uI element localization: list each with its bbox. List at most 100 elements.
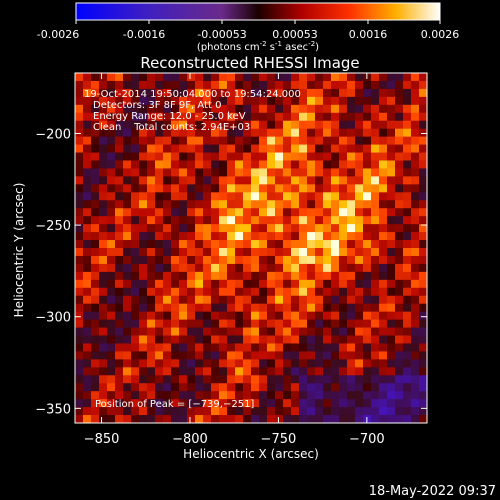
heatmap-cell <box>123 128 132 138</box>
heatmap-cell <box>275 287 284 297</box>
heatmap-cell <box>395 255 404 265</box>
heatmap-cell <box>227 359 236 368</box>
heatmap-cell <box>131 335 140 345</box>
heatmap-cell <box>123 407 132 416</box>
heatmap-cell <box>259 216 268 225</box>
heatmap-cell <box>83 120 92 130</box>
heatmap-cell <box>91 176 100 185</box>
heatmap-cell <box>387 216 396 225</box>
heatmap-cell <box>235 335 244 345</box>
heatmap-cell <box>155 263 164 273</box>
heatmap-cell <box>131 287 140 297</box>
heatmap-cell <box>211 240 220 249</box>
heatmap-cell <box>99 367 108 376</box>
heatmap-cell <box>355 208 364 217</box>
heatmap-cell <box>411 128 420 138</box>
heatmap-cell <box>363 327 372 337</box>
heatmap-cell <box>371 240 380 249</box>
heatmap-cell <box>419 144 427 154</box>
heatmap-cell <box>419 367 427 376</box>
heatmap-cell <box>299 208 308 217</box>
heatmap-cell <box>411 407 420 416</box>
heatmap-cell <box>347 152 356 162</box>
heatmap-cell <box>275 160 284 170</box>
y-tick-label: −250 <box>35 219 71 234</box>
heatmap-cell <box>195 391 204 400</box>
heatmap-cell <box>147 184 156 193</box>
heatmap-cell <box>363 200 372 209</box>
heatmap-cell <box>259 391 268 400</box>
heatmap-cell <box>307 200 316 209</box>
heatmap-cell <box>211 375 220 384</box>
heatmap-cell <box>339 375 348 384</box>
heatmap-cell <box>123 240 132 249</box>
heatmap-cell <box>83 232 92 241</box>
heatmap-cell <box>403 351 412 360</box>
heatmap-cell <box>299 160 308 170</box>
heatmap-cell <box>195 248 204 257</box>
heatmap-cell <box>411 255 420 265</box>
heatmap-cell <box>267 168 276 178</box>
heatmap-cell <box>147 303 156 313</box>
heatmap-cell <box>171 311 180 321</box>
heatmap-cell <box>163 120 172 130</box>
heatmap-cell <box>155 279 164 289</box>
heatmap-cell <box>307 184 316 193</box>
heatmap-cell <box>331 359 340 368</box>
heatmap-cell <box>395 303 404 313</box>
heatmap-cell <box>387 415 396 423</box>
heatmap-cell <box>211 263 220 273</box>
heatmap-cell <box>291 271 300 281</box>
heatmap-cell <box>275 80 284 90</box>
heatmap-cell <box>139 168 148 178</box>
heatmap-cell <box>243 343 252 353</box>
heatmap-cell <box>379 351 388 360</box>
heatmap-cell <box>251 136 260 146</box>
heatmap-cell <box>139 399 148 408</box>
heatmap-cell <box>203 160 212 170</box>
heatmap-cell <box>419 176 427 185</box>
heatmap-cell <box>227 208 236 217</box>
heatmap-cell <box>187 415 196 423</box>
heatmap-cell <box>227 128 236 138</box>
heatmap-cell <box>411 383 420 392</box>
heatmap-cell <box>227 104 236 114</box>
heatmap-cell <box>203 88 212 98</box>
colorbar-tick-label: 0.0026 <box>421 28 460 41</box>
heatmap-cell <box>227 279 236 289</box>
heatmap-cell <box>139 208 148 217</box>
heatmap-cell <box>395 136 404 146</box>
heatmap-cell <box>387 399 396 408</box>
heatmap-cell <box>395 367 404 376</box>
heatmap-cell <box>163 383 172 392</box>
heatmap-cell <box>419 391 427 400</box>
heatmap-cell <box>211 104 220 114</box>
heatmap-cell <box>419 351 427 360</box>
heatmap-cell <box>243 279 252 289</box>
heatmap-cell <box>299 359 308 368</box>
heatmap-cell <box>203 311 212 321</box>
heatmap-cell <box>195 200 204 209</box>
heatmap-cell <box>371 359 380 368</box>
heatmap-cell <box>115 287 124 297</box>
heatmap-cell <box>331 271 340 281</box>
heatmap-cell <box>91 263 100 273</box>
heatmap-cell <box>163 263 172 273</box>
heatmap-cell <box>123 319 132 329</box>
heatmap-cell <box>363 224 372 233</box>
heatmap-cell <box>243 375 252 384</box>
heatmap-cell <box>355 311 364 321</box>
heatmap-cell <box>235 192 244 201</box>
heatmap-cell <box>123 232 132 241</box>
heatmap-cell <box>411 375 420 384</box>
heatmap-cell <box>187 279 196 289</box>
heatmap-cell <box>211 335 220 345</box>
heatmap-cell <box>139 391 148 400</box>
heatmap-cell <box>307 224 316 233</box>
heatmap-cell <box>155 319 164 329</box>
heatmap-cell <box>147 351 156 360</box>
heatmap-cell <box>411 192 420 201</box>
heatmap-cell <box>259 136 268 146</box>
heatmap-cell <box>275 248 284 257</box>
heatmap-cell <box>187 367 196 376</box>
